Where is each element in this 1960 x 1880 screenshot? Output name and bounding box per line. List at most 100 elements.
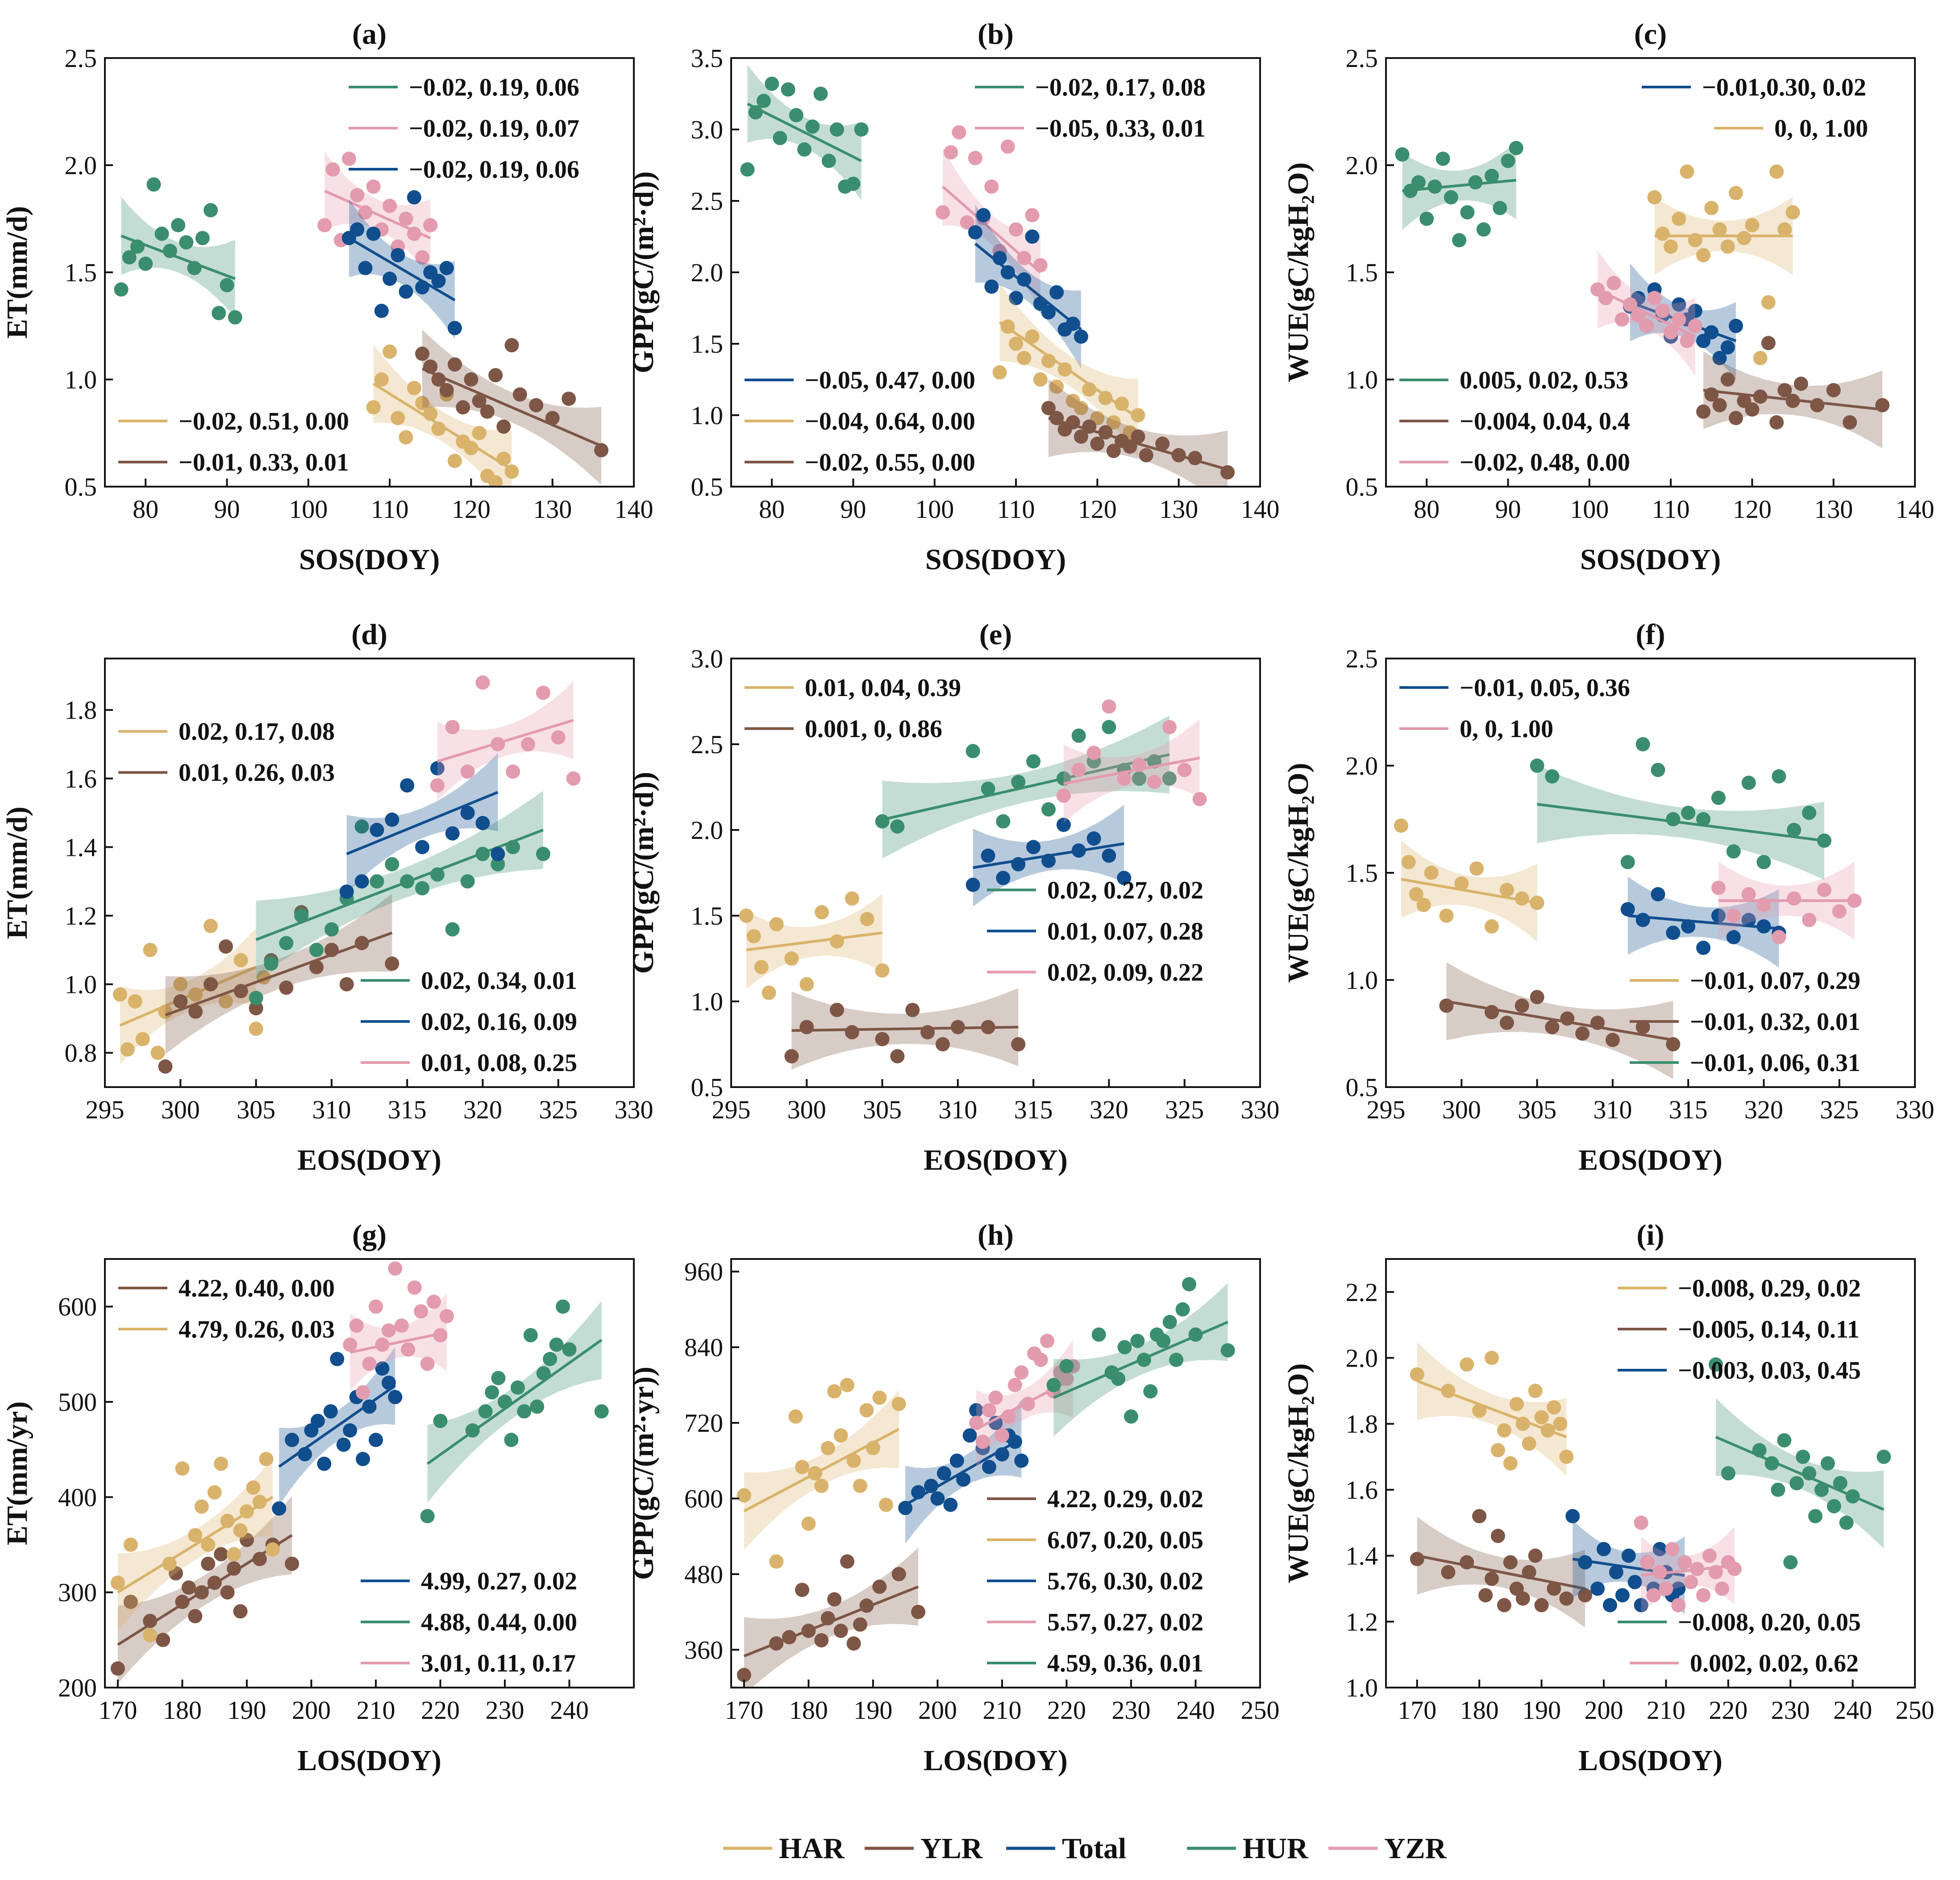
data-point-ylr [158,1059,173,1074]
data-point-har [846,1453,861,1468]
data-point-ylr [279,980,294,995]
data-point-hur [1789,1476,1804,1491]
fit-line-har [1416,1380,1567,1438]
y-tick-label: 1.0 [1346,1673,1378,1702]
data-point-har [1696,248,1710,263]
data-point-hur [890,819,905,834]
plot-frame [730,658,1261,1088]
data-point-har [112,987,127,1002]
data-point-har [784,951,799,966]
series-stat-label: 4.79, 0.26, 0.03 [179,1316,335,1343]
data-point-hur [212,306,226,321]
data-point-har [814,1479,829,1493]
data-point-ylr [1794,376,1808,391]
data-point-ylr [1011,1037,1026,1051]
panel-title: (b) [978,18,1014,50]
data-point-yzr [325,162,340,177]
plot-frame [104,658,635,1088]
data-point-har [1439,909,1454,923]
data-point-yzr [1726,909,1741,923]
data-point-total [1688,304,1702,318]
data-point-hur [517,1404,532,1419]
y-axis-label: GPP(gC/(m²·yr)) [627,1367,660,1580]
fit-line-ylr [791,1025,1019,1032]
data-point-total [1014,1453,1029,1468]
series-stat-label: 5.76, 0.30, 0.02 [1047,1567,1203,1595]
data-point-har [1647,190,1662,204]
data-point-ylr [545,411,560,425]
data-point-har [233,1523,248,1538]
fit-line-ylr [1417,1554,1585,1590]
x-tick-label: 220 [1047,1696,1086,1725]
data-point-hur [781,82,795,97]
data-point-hur [813,87,828,101]
y-tick-label: 2.5 [1346,644,1378,673]
data-point-yzr [1040,1334,1055,1348]
x-tick-label: 80 [133,495,158,524]
data-point-yzr [968,151,982,165]
data-point-yzr [1000,139,1015,154]
data-point-har [143,942,158,957]
data-point-ylr [833,1623,848,1638]
data-point-hur [1833,1476,1848,1491]
data-point-hur [740,162,755,177]
x-tick-label: 210 [1647,1696,1685,1725]
data-point-total [1056,817,1071,832]
series-stat-label: −0.01, 0.32, 0.01 [1690,1008,1860,1036]
data-point-har [830,934,844,949]
data-point-yzr [407,1280,422,1295]
data-point-hur [171,218,186,233]
plot-area [740,65,1235,487]
data-point-total [460,805,475,820]
x-tick-label: 315 [1014,1095,1053,1124]
series-stat-label: 4.99, 0.27, 0.02 [421,1567,577,1595]
data-point-har [1528,1384,1543,1398]
data-point-ylr [1528,1548,1543,1563]
data-point-ylr [415,346,429,361]
data-point-har [1049,379,1064,394]
data-point-ylr [214,1547,229,1562]
data-point-total [439,261,454,275]
fit-line-total [348,237,456,301]
data-point-total [330,1352,345,1366]
data-point-hur [1820,1456,1835,1471]
data-point-hur [1175,1302,1190,1317]
data-point-har [1460,1357,1474,1372]
data-point-yzr [415,250,429,265]
data-point-total [1666,925,1681,940]
fit-line-total [278,1384,396,1468]
data-point-ylr [439,383,454,397]
data-point-yzr [383,199,397,213]
panel-b: (b) 80 90 100 110 120 130 140 0.5 1.0 1.5 2.0 2.5 3.0… [627,18,1280,576]
data-point-ylr [1515,1591,1530,1606]
data-point-hur [1468,175,1483,190]
x-tick-label: 210 [356,1696,395,1725]
x-tick-label: 310 [1593,1095,1632,1124]
data-point-total [1590,1581,1605,1596]
y-axis-label: GPP(gC/(m²·d)) [627,171,660,373]
data-point-hur [1476,222,1491,237]
y-tick-label: 0.5 [691,1073,724,1102]
data-point-har [252,1495,267,1509]
data-point-total [362,1399,377,1414]
x-axis-label: EOS(DOY) [924,1144,1068,1176]
data-point-yzr [439,1309,454,1323]
data-point-har [265,1542,280,1557]
data-point-ylr [1559,1591,1574,1606]
data-point-hur [370,874,384,889]
fit-line-hur [426,1338,603,1465]
data-point-hur [1452,233,1467,247]
data-point-hur [773,131,787,146]
data-point-har [1025,329,1040,344]
y-tick-label: 2.0 [1346,1344,1378,1373]
series-stat-label: 0.01, 0.04, 0.39 [805,674,961,702]
data-point-yzr [1702,1548,1717,1563]
x-tick-label: 100 [289,495,328,524]
y-axis-label: ET(mm/yr) [1,1401,33,1546]
data-point-total [1720,340,1735,354]
figure-legend: HAR YLR Total HUR YZR [723,1832,1447,1865]
series-stat-label: 0.001, 0, 0.86 [805,715,942,743]
panel-c: (c) 80 90 100 110 120 130 140 0.5 1.0 1.5 2.0 2.5 SOS… [1282,18,1935,576]
series-stat-label: 0.02, 0.17, 0.08 [179,718,335,746]
x-tick-label: 230 [485,1696,524,1725]
